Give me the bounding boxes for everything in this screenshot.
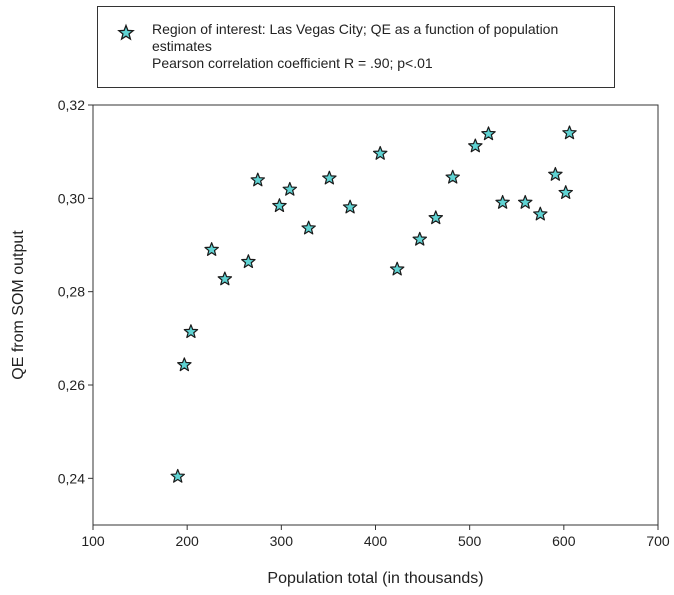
legend-line-2: estimates <box>152 38 212 54</box>
x-tick-label: 700 <box>646 533 670 549</box>
y-tick-label: 0,26 <box>58 377 85 393</box>
data-point-star <box>445 169 460 184</box>
data-point-star <box>481 126 496 141</box>
y-tick-label: 0,30 <box>58 190 85 206</box>
data-point-star <box>468 138 483 153</box>
legend-star-marker-icon <box>117 23 135 41</box>
x-tick-label: 200 <box>175 533 199 549</box>
data-point-star <box>412 231 428 246</box>
x-tick-label: 300 <box>270 533 294 549</box>
data-point-star <box>372 145 388 160</box>
data-point-star <box>342 199 358 214</box>
data-point-star <box>322 170 337 185</box>
data-point-star <box>301 220 316 235</box>
legend-line-3: Pearson correlation coefficient R = .90;… <box>152 55 433 71</box>
x-axis-label: Population total (in thousands) <box>267 570 484 587</box>
data-point-star <box>495 194 510 209</box>
y-tick-label: 0,24 <box>58 470 85 486</box>
x-tick-label: 600 <box>552 533 576 549</box>
data-point-star <box>282 181 298 196</box>
data-point-star <box>177 357 192 372</box>
y-axis-label-text: QE from SOM output <box>10 230 27 380</box>
data-point-star <box>241 254 256 269</box>
data-point-star <box>204 242 219 256</box>
data-point-star <box>428 210 444 225</box>
data-point-star <box>562 125 577 140</box>
data-point-star <box>548 166 563 181</box>
legend-line-1: Region of interest: Las Vegas City; QE a… <box>152 21 559 37</box>
data-point-star <box>183 324 199 339</box>
data-point-star <box>389 261 405 276</box>
data-point-star <box>250 172 266 187</box>
data-point-star <box>517 194 533 209</box>
plot-frame <box>92 104 659 526</box>
legend: Region of interest: Las Vegas City; QE a… <box>97 6 615 88</box>
y-axis-label: QE from SOM output <box>4 210 34 400</box>
data-point-star <box>558 185 573 199</box>
x-tick-label: 100 <box>81 533 105 549</box>
x-tick-label: 500 <box>458 533 482 549</box>
x-tick-label: 400 <box>364 533 388 549</box>
legend-text: Region of interest: Las Vegas City; QE a… <box>152 21 558 72</box>
data-point-star <box>170 468 186 483</box>
data-point-star <box>272 198 287 213</box>
y-tick-label: 0,32 <box>58 97 85 113</box>
y-tick-label: 0,28 <box>58 284 85 300</box>
data-point-star <box>217 271 233 286</box>
data-point-star <box>533 206 548 221</box>
